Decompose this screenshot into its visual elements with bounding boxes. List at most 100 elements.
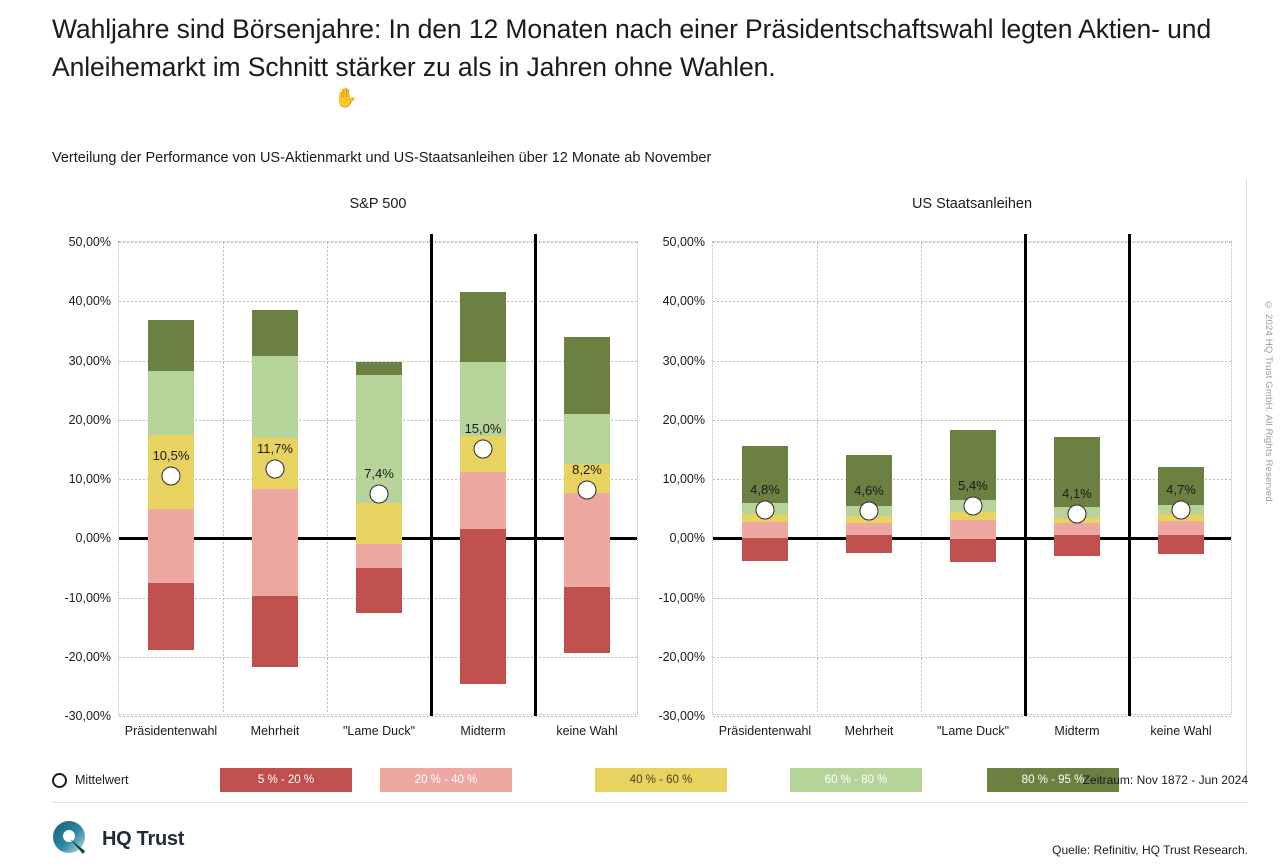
y-axis-tick-label: 10,00%: [68, 472, 111, 486]
y-axis-tick-label: -10,00%: [658, 590, 705, 605]
mean-value-label: 4,7%: [1166, 482, 1196, 498]
bar-segment: [949, 429, 997, 501]
y-axis-tick-label: 40,00%: [662, 294, 705, 309]
y-axis-tick-label: 50,00%: [68, 235, 111, 249]
bar-segment: [845, 534, 893, 554]
bar-segment: [355, 361, 403, 375]
x-axis-tick-label: "Lame Duck": [936, 724, 1010, 738]
bar-segment: [563, 337, 611, 414]
y-axis-tick-label: 50,00%: [662, 235, 705, 249]
x-axis-tick-label: Präsidentenwahl: [124, 724, 218, 738]
gridline-x: [817, 242, 818, 714]
mean-marker: [859, 501, 879, 521]
legend-chip-2: 20 % - 40 %: [380, 768, 512, 792]
bar-segment: [845, 523, 893, 535]
mean-marker: [473, 439, 493, 459]
gridline-x: [223, 242, 224, 714]
bar-segment: [949, 520, 997, 540]
bar-segment: [741, 521, 789, 539]
y-axis-tick-label: 0,00%: [669, 531, 705, 546]
chart-subtitle: Verteilung der Performance von US-Aktien…: [52, 150, 712, 166]
group-separator: [1023, 234, 1027, 716]
bar-segment: [949, 539, 997, 562]
x-axis-tick-label: Präsidentenwahl: [718, 724, 812, 738]
hand-cursor-icon: ✋: [334, 88, 358, 109]
bar-segment: [741, 538, 789, 561]
gridline-x: [921, 242, 922, 714]
bar-segment: [251, 596, 299, 667]
bar-segment: [563, 493, 611, 587]
chart-panel-1: S&P 500 50,00% 40,00% 30,00% 20,00% 10,00% 0,0…: [64, 196, 638, 755]
legend-chip-4: 60 % - 80 %: [790, 768, 922, 792]
mean-marker: [755, 500, 775, 520]
bar-segment: [251, 489, 299, 597]
bar-3[interactable]: [355, 361, 403, 613]
bar-segment: [949, 511, 997, 521]
bar-1[interactable]: [147, 320, 195, 650]
y-axis-tick-label: -30,00%: [658, 709, 705, 723]
gridline-y: [713, 656, 1231, 658]
x-axis-tick-label: "Lame Duck": [342, 724, 416, 738]
copyright-notice: © 2024 HQ Trust GmbH. All Rights Reserve…: [1263, 300, 1274, 505]
mean-value-label: 7,4%: [364, 466, 394, 482]
bar-segment: [563, 413, 611, 464]
gridline-y: [713, 419, 1231, 421]
bar-segment: [1157, 535, 1205, 554]
y-axis-tick-label: 30,00%: [68, 353, 111, 368]
bar-segment: [563, 586, 611, 653]
bar-segment: [1157, 467, 1205, 506]
bar-2[interactable]: [251, 310, 299, 667]
mean-value-label: 10,5%: [152, 448, 190, 464]
y-axis-tick-label: 20,00%: [662, 412, 705, 427]
bar-segment: [459, 472, 507, 529]
x-axis-tick-label: Midterm: [1054, 724, 1100, 738]
x-axis-tick-label: Mehrheit: [844, 724, 894, 738]
page-title: Wahljahre sind Börsenjahre: In den 12 Mo…: [52, 14, 1212, 82]
bar-segment: [147, 509, 195, 584]
bar-segment: [251, 356, 299, 439]
panel-title: S&P 500: [349, 196, 407, 212]
mean-marker: [161, 466, 181, 486]
bar-4[interactable]: [459, 291, 507, 684]
gridline-y: [119, 656, 637, 658]
hq-trust-logo-icon: [52, 820, 90, 858]
mean-marker: [369, 484, 389, 504]
y-axis-tick-label: -10,00%: [64, 590, 111, 605]
source-note: Quelle: Refinitiv, HQ Trust Research.: [1052, 843, 1248, 857]
legend-mean-entry: Mittelwert: [52, 768, 128, 792]
mean-value-label: 15,0%: [464, 421, 502, 437]
circle-outline-icon: [52, 772, 67, 788]
mean-marker: [963, 496, 983, 516]
y-axis-tick-label: 30,00%: [662, 353, 705, 368]
bar-segment: [147, 583, 195, 650]
gridline-y: [119, 360, 637, 362]
brand-logo: HQ Trust: [52, 820, 184, 858]
plot-area: 50,00% 40,00% 30,00% 20,00% 10,00% 0,00% -10,0…: [64, 234, 638, 738]
bar-segment: [355, 374, 403, 504]
bar-5[interactable]: [563, 337, 611, 653]
chart-legend: Mittelwert 5 % - 20 % 20 % - 40 % 40 % - 6…: [52, 768, 1248, 792]
bar-segment: [459, 291, 507, 362]
y-axis-tick-label: 20,00%: [68, 412, 111, 427]
footer-divider: [52, 802, 1248, 803]
x-axis-tick-label: Mehrheit: [250, 724, 300, 738]
y-axis-tick-label: -20,00%: [64, 649, 111, 664]
bar-segment: [147, 370, 195, 436]
bar-segment: [459, 528, 507, 684]
gridline-y: [119, 301, 637, 303]
y-axis-tick-label: -30,00%: [64, 709, 111, 723]
bar-segment: [845, 455, 893, 507]
mean-value-label: 11,7%: [257, 440, 293, 456]
bar-segment: [147, 320, 195, 371]
x-axis-tick-label: keine Wahl: [556, 724, 618, 738]
bar-segment: [741, 446, 789, 504]
legend-mean-label: Mittelwert: [75, 773, 129, 787]
mean-value-label: 8,2%: [572, 461, 602, 477]
mean-marker: [1067, 504, 1087, 524]
mean-value-label: 4,1%: [1062, 485, 1092, 501]
bar-4[interactable]: [1053, 436, 1101, 556]
gridline-y: [713, 360, 1231, 362]
legend-chip-1: 5 % - 20 %: [220, 768, 352, 792]
legend-period-label: Zeitraum: Nov 1872 - Jun 2024: [1082, 773, 1248, 787]
